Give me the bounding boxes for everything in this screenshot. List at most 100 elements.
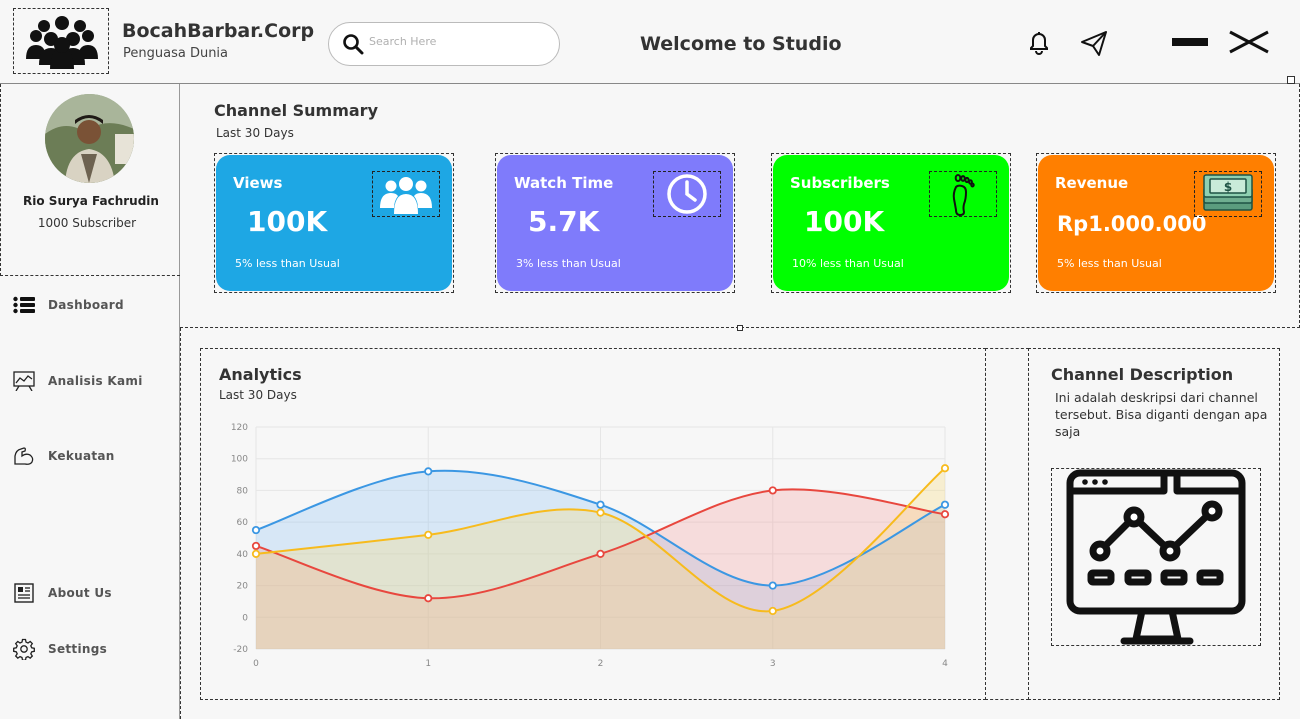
- subscriber-count: 1000 Subscriber: [37, 216, 137, 230]
- brand-subtitle: Penguasa Dunia: [123, 46, 229, 61]
- card-note: 10% less than Usual: [792, 257, 904, 270]
- data-point: [596, 508, 605, 517]
- card-value: Rp1.000.000: [1057, 212, 1207, 236]
- section-subtitle: Last 30 Days: [219, 388, 297, 402]
- y-tick-label: -20: [233, 645, 248, 655]
- subscribers-card[interactable]: Subscribers 100K 10% less than Usual: [771, 153, 1011, 293]
- section-title: Analytics: [219, 365, 302, 384]
- minimize-icon[interactable]: [1172, 38, 1208, 46]
- logo[interactable]: [13, 8, 109, 74]
- data-point: [251, 541, 261, 551]
- avatar[interactable]: [45, 94, 134, 183]
- profile-name: Rio Surya Fachrudin: [23, 194, 159, 208]
- bell-icon[interactable]: [1025, 29, 1053, 57]
- search-icon[interactable]: [342, 33, 364, 55]
- card-value: 5.7K: [528, 205, 600, 238]
- channel-description-panel: Channel Description Ini adalah deskripsi…: [1028, 348, 1280, 700]
- sidebar-item-label: About Us: [48, 586, 112, 600]
- data-point: [768, 606, 777, 616]
- search-input[interactable]: [369, 35, 549, 48]
- sidebar-item-label: Settings: [48, 642, 108, 656]
- card-value: 100K: [247, 205, 328, 238]
- sidebar-item-label: Analisis Kami: [48, 374, 143, 388]
- splitter-handle[interactable]: [737, 325, 743, 331]
- data-point: [768, 486, 777, 495]
- sidebar-item-dashboard[interactable]: Dashboard: [12, 293, 124, 317]
- data-point: [768, 581, 777, 590]
- sidebar-item-analisis-kami[interactable]: Analisis Kami: [12, 369, 143, 393]
- x-tick-label: 1: [425, 659, 431, 669]
- page-title: Welcome to Studio: [640, 33, 842, 55]
- y-tick-label: 120: [231, 423, 248, 433]
- send-icon[interactable]: [1079, 29, 1109, 57]
- spacer-column: [985, 348, 1029, 700]
- x-tick-label: 2: [598, 659, 604, 669]
- card-value: 100K: [804, 205, 885, 238]
- views-card[interactable]: Views 100K 5% less than Usual: [214, 153, 454, 293]
- card-title: Views: [233, 174, 283, 192]
- footprint-icon: [929, 171, 997, 217]
- section-title: Channel Summary: [214, 101, 378, 120]
- data-point: [596, 500, 605, 509]
- brand-title: BocahBarbar.Corp: [122, 20, 315, 42]
- close-icon[interactable]: [1228, 30, 1270, 54]
- x-tick-label: 4: [942, 659, 948, 669]
- y-tick-label: 20: [237, 582, 249, 592]
- section-title: Channel Description: [1051, 365, 1234, 384]
- header: BocahBarbar.Corp Penguasa Dunia Welcome …: [0, 0, 1300, 84]
- sidebar-item-about-us[interactable]: About Us: [12, 581, 112, 605]
- y-tick-label: 100: [231, 455, 248, 465]
- card-title: Revenue: [1055, 174, 1129, 192]
- data-point: [596, 549, 605, 558]
- series-line: [255, 467, 946, 613]
- svg-text:$: $: [1224, 180, 1232, 194]
- sidebar-item-label: Kekuatan: [48, 449, 115, 463]
- channel-summary-panel: Channel Summary Last 30 Days Views 100K …: [180, 84, 1300, 328]
- chart-board-icon: [12, 369, 36, 393]
- profile-card: Rio Surya Fachrudin 1000 Subscriber: [0, 84, 180, 276]
- card-title: Watch Time: [514, 174, 614, 192]
- sidebar-item-kekuatan[interactable]: Kekuatan: [12, 444, 115, 468]
- sidebar-item-label: Dashboard: [48, 298, 124, 312]
- data-point: [424, 594, 433, 603]
- description-text: Ini adalah deskripsi dari channel terseb…: [1055, 390, 1268, 439]
- card-note: 3% less than Usual: [516, 257, 621, 270]
- data-point: [251, 549, 261, 558]
- section-subtitle: Last 30 Days: [216, 126, 294, 140]
- data-point: [424, 467, 433, 476]
- newspaper-icon: [12, 581, 36, 605]
- x-tick-label: 0: [253, 659, 259, 669]
- money-icon: $: [1194, 171, 1262, 217]
- monitor-analytics-icon: [1051, 468, 1261, 646]
- group-logo-icon: [26, 16, 98, 69]
- x-tick-label: 3: [770, 659, 776, 669]
- list-icon: [12, 293, 36, 317]
- data-point: [424, 530, 433, 539]
- muscle-icon: [12, 444, 36, 468]
- card-note: 5% less than Usual: [1057, 257, 1162, 270]
- sidebar: Rio Surya Fachrudin 1000 Subscriber Dash…: [0, 84, 180, 719]
- y-tick-label: 60: [237, 518, 249, 528]
- data-point: [940, 500, 950, 509]
- card-note: 5% less than Usual: [235, 257, 340, 270]
- users-icon: [372, 171, 440, 217]
- window-resize-handle[interactable]: [1287, 76, 1295, 84]
- data-point: [940, 464, 950, 473]
- sidebar-item-settings[interactable]: Settings: [12, 637, 107, 661]
- series-area: [256, 468, 945, 649]
- y-tick-label: 40: [237, 550, 249, 560]
- data-point: [251, 525, 261, 535]
- content-frame: [180, 328, 1300, 719]
- y-tick-label: 80: [237, 486, 249, 496]
- card-title: Subscribers: [790, 174, 890, 192]
- analytics-panel: Analytics Last 30 Days -20 0 20 40 60 80 100 12…: [200, 348, 986, 700]
- search-box[interactable]: [328, 22, 560, 66]
- y-tick-label: 0: [242, 613, 248, 623]
- series-area: [256, 470, 945, 649]
- revenue-card[interactable]: Revenue Rp1.000.000 5% less than Usual $: [1036, 153, 1276, 293]
- analytics-chart: -20 0 20 40 60 80 100 120 0 1 2 3 4: [231, 423, 950, 669]
- data-point: [940, 510, 950, 519]
- watch-time-card[interactable]: Watch Time 5.7K 3% less than Usual: [495, 153, 735, 293]
- gear-icon: [12, 637, 36, 661]
- clock-icon: [653, 171, 721, 217]
